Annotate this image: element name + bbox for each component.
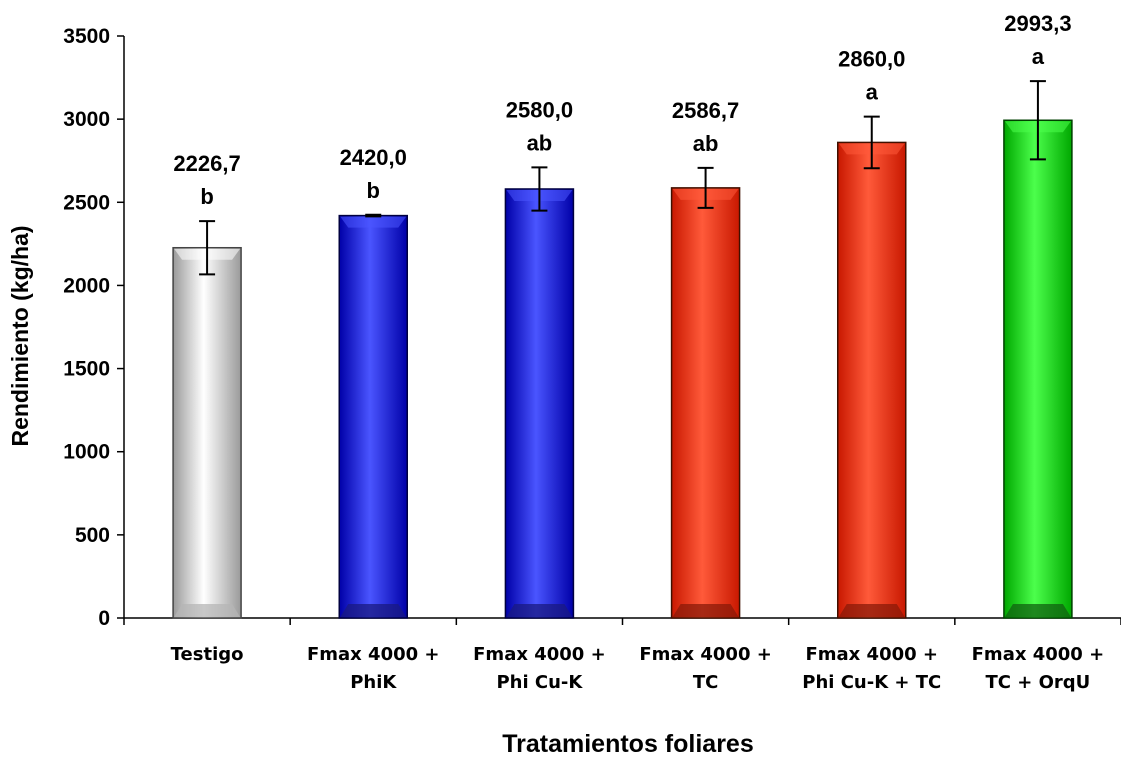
y-axis-title: Rendimiento (kg/ha): [7, 225, 33, 446]
value-label: 2580,0: [506, 97, 573, 122]
y-tick-label: 2500: [63, 191, 110, 214]
bars: [172, 80, 1073, 619]
bar-bevel-bottom: [340, 604, 407, 617]
y-tick-label: 3500: [63, 25, 110, 48]
value-label: 2993,3: [1004, 11, 1071, 36]
category-label: Phi Cu-K: [496, 672, 583, 693]
bar: [837, 141, 907, 619]
labels: 0 500 1000 1500 2000 2500 3000 3500 2226,7 b Testi…: [63, 11, 1104, 693]
bar-bevel-bottom: [672, 604, 739, 617]
axes: [117, 35, 1121, 625]
y-tick-label: 2000: [63, 274, 110, 297]
significance-label: a: [866, 80, 879, 105]
category-label: Fmax 4000 +: [972, 644, 1105, 665]
x-axis-title: Tratamientos foliares: [502, 730, 753, 757]
value-label: 2420,0: [340, 145, 407, 170]
category-label: Fmax 4000 +: [307, 644, 440, 665]
bar: [504, 188, 575, 619]
category-label: PhiK: [350, 672, 397, 693]
bar: [670, 187, 741, 619]
category-label: Phi Cu-K + TC: [802, 672, 941, 693]
bar: [1003, 119, 1073, 619]
y-tick-label: 500: [75, 524, 110, 547]
bar-bevel-bottom: [174, 604, 241, 617]
y-tick-label: 3000: [63, 108, 110, 131]
significance-label: b: [200, 184, 213, 209]
significance-label: ab: [693, 131, 719, 156]
category-label: TC: [693, 672, 719, 693]
category-label: Fmax 4000 +: [473, 644, 606, 665]
category-label: TC + OrqU: [986, 672, 1091, 693]
bar-bevel-bottom: [506, 604, 573, 617]
category-label: Testigo: [171, 644, 244, 665]
significance-label: b: [367, 178, 380, 203]
significance-label: ab: [527, 130, 553, 155]
category-label: Fmax 4000 +: [805, 644, 938, 665]
y-tick-label: 1500: [63, 358, 110, 381]
value-label: 2226,7: [173, 151, 240, 176]
bar: [338, 214, 408, 619]
category-label: Fmax 4000 +: [639, 644, 772, 665]
value-label: 2586,7: [672, 98, 739, 123]
significance-label: a: [1032, 44, 1045, 69]
bar-bevel-top: [340, 216, 407, 228]
y-tick-label: 0: [98, 607, 110, 630]
bar: [172, 246, 242, 619]
value-label: 2860,0: [838, 47, 905, 72]
bar-bevel-bottom: [838, 604, 905, 617]
y-tick-label: 1000: [63, 441, 110, 464]
bar-bevel-bottom: [1004, 604, 1071, 617]
